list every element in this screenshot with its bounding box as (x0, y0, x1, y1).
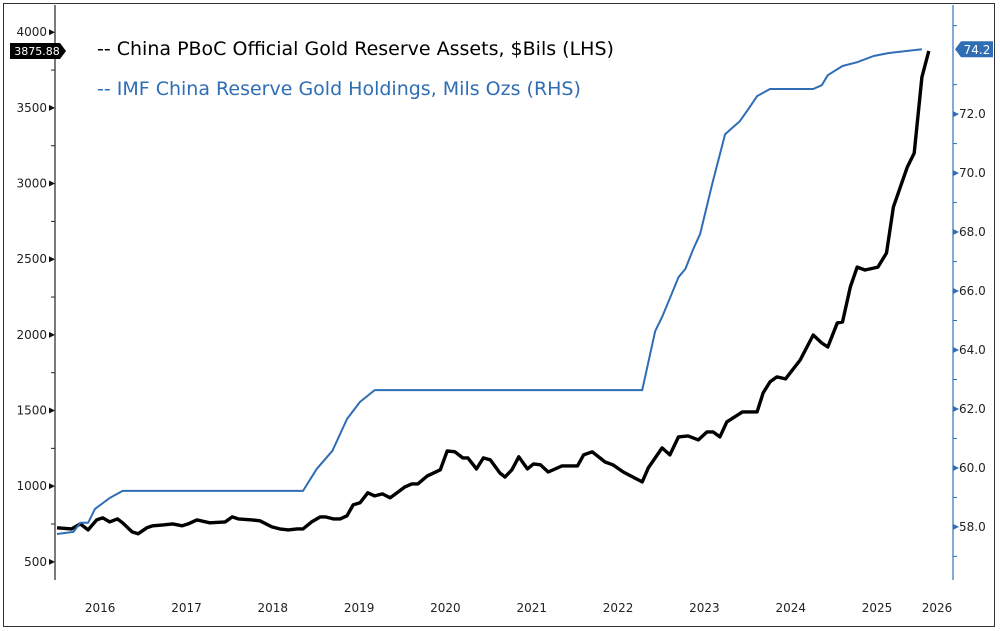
x-tick-label: 2022 (603, 601, 634, 615)
right-tick-label: 68.0 (959, 225, 986, 239)
left-tick-label: 500 (24, 555, 47, 569)
right-tick-label: 58.0 (959, 520, 986, 534)
left-tick-mark (49, 29, 55, 36)
right-tick-label: 62.0 (959, 402, 986, 416)
right-tick-label: 66.0 (959, 284, 986, 298)
left-tick-mark (49, 558, 55, 565)
left-tick-label: 3500 (16, 101, 47, 115)
chart-frame (3, 3, 995, 627)
left-tick-label: 2500 (16, 252, 47, 266)
legend-entry-pboc: -- China PBoC Official Gold Reserve Asse… (97, 38, 614, 60)
right-tick-label: 60.0 (959, 461, 986, 475)
right-tick-mark (953, 347, 959, 353)
right-tick-mark (953, 229, 959, 236)
x-tick-label: 2024 (775, 601, 806, 615)
legend: -- China PBoC Official Gold Reserve Asse… (97, 38, 614, 100)
left-tick-mark (49, 256, 55, 263)
left-tick-mark (49, 407, 55, 414)
right-tick-label: 72.0 (959, 107, 986, 121)
right-tick-mark (953, 405, 959, 412)
right-tick-mark (953, 523, 959, 530)
x-tick-label: 2021 (516, 601, 547, 615)
left-tick-label: 4000 (16, 25, 47, 39)
left-tick-label: 3000 (16, 177, 47, 191)
x-tick-label: 2025 (862, 601, 893, 615)
x-tick-label: 2018 (258, 601, 289, 615)
x-tick-label: 2016 (85, 601, 116, 615)
x-tick-label: 2026 (922, 601, 953, 615)
right-tick-mark (953, 288, 959, 295)
right-last-value-badge (955, 41, 993, 58)
legend-entry-imf: -- IMF China Reserve Gold Holdings, Mils… (97, 78, 581, 100)
left-tick-mark (49, 483, 55, 490)
right-tick-mark (953, 464, 959, 471)
right-tick-mark (953, 170, 959, 177)
right-tick-mark (953, 111, 959, 118)
left-tick-label: 1000 (16, 479, 47, 493)
left-tick-mark (49, 331, 55, 338)
left-tick-mark (49, 180, 55, 187)
left-last-value: 3875.88 (14, 45, 60, 58)
x-tick-label: 2023 (689, 601, 720, 615)
left-tick-mark (49, 104, 55, 111)
imf-series-line (56, 48, 923, 535)
right-last-value: 74.2 (964, 43, 991, 57)
right-tick-label: 64.0 (959, 343, 986, 357)
x-tick-label: 2020 (430, 601, 461, 615)
pboc-series-line (56, 50, 931, 536)
left-tick-label: 1500 (16, 404, 47, 418)
left-tick-label: 2000 (16, 328, 47, 342)
x-tick-label: 2017 (171, 601, 202, 615)
x-tick-label: 2019 (344, 601, 375, 615)
right-tick-label: 70.0 (959, 166, 986, 180)
left-last-value-badge (10, 43, 66, 60)
